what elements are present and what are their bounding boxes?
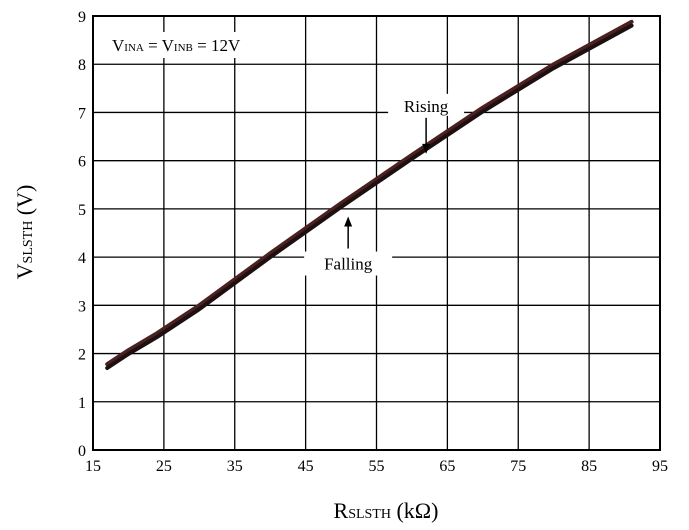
series-line-rising <box>105 19 634 367</box>
annotations: Rising Falling <box>304 93 465 276</box>
x-axis-label-sub: SLSTH <box>348 507 391 522</box>
grid <box>92 15 661 451</box>
condition-v1: V <box>112 36 125 55</box>
series-line-falling <box>105 23 634 370</box>
condition-v2: V <box>162 36 175 55</box>
y-axis-label-sub: SLSTH <box>21 221 36 264</box>
plot-border <box>92 15 661 451</box>
svg-text:VINA = VINB = 12V: VINA = VINB = 12V <box>112 36 241 55</box>
x-tick-label: 55 <box>369 458 385 475</box>
y-tick-label: 7 <box>78 105 86 122</box>
x-tick-label: 75 <box>510 458 526 475</box>
condition-eq1: = <box>144 36 162 55</box>
x-tick-label: 25 <box>156 458 172 475</box>
condition-label: VINA = VINB = 12V <box>107 32 257 58</box>
x-tick-label: 45 <box>298 458 314 475</box>
x-tick-label: 85 <box>581 458 597 475</box>
y-tick-label: 0 <box>78 443 86 460</box>
y-axis-label-main: V <box>12 263 37 279</box>
annotation-rising-bg <box>388 93 465 116</box>
annotation-rising-arrowhead <box>422 143 431 154</box>
x-tick-label: 95 <box>652 458 668 475</box>
y-tick-label: 5 <box>78 202 86 219</box>
x-tick-label: 15 <box>85 458 101 475</box>
y-tick-label: 3 <box>78 298 86 315</box>
annotation-rising-label: Rising <box>404 97 449 116</box>
condition-s1: INA <box>124 42 144 54</box>
series-layer <box>105 19 634 370</box>
y-axis-label: VSLSTH (V) <box>12 185 37 280</box>
annotation-falling-label: Falling <box>324 255 373 274</box>
x-axis-label-main: R <box>334 498 349 523</box>
condition-rest: = 12V <box>193 36 241 55</box>
x-tick-label: 35 <box>227 458 243 475</box>
y-tick-label: 1 <box>78 395 86 412</box>
y-tick-label: 8 <box>78 57 86 74</box>
plot-frame <box>92 15 661 451</box>
x-axis-label-unit: (kΩ) <box>391 498 439 523</box>
x-tick-label: 65 <box>439 458 455 475</box>
y-tick-label: 6 <box>78 154 86 171</box>
y-tick-label: 9 <box>78 9 86 26</box>
y-axis-label-unit: (V) <box>12 185 37 221</box>
condition-s2: INB <box>174 42 193 54</box>
y-tick-label: 4 <box>78 250 86 267</box>
annotation-falling-bg <box>304 251 393 276</box>
y-tick-label: 2 <box>78 347 86 364</box>
x-axis-label: RSLSTH (kΩ) <box>334 498 439 523</box>
annotation-falling-arrowhead <box>344 216 353 227</box>
